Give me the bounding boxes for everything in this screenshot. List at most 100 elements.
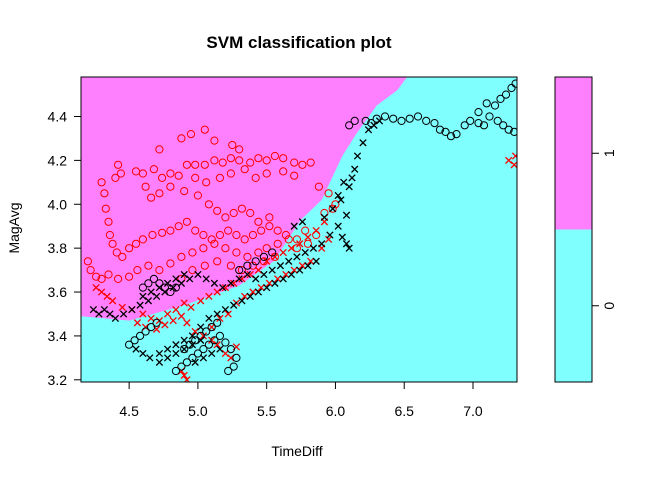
data-point bbox=[229, 208, 238, 218]
data-point bbox=[199, 244, 208, 253]
data-point bbox=[114, 160, 123, 169]
data-point bbox=[243, 270, 252, 279]
y-axis: 3.2 3.4 3.6 3.8 4.0 4.2 4.4 bbox=[48, 108, 82, 388]
data-point bbox=[108, 297, 117, 305]
data-point bbox=[210, 156, 219, 165]
x-tick-label: 4.5 bbox=[119, 403, 139, 419]
colorbar-legend: 01 bbox=[554, 76, 617, 383]
data-point bbox=[149, 274, 158, 283]
data-point bbox=[326, 231, 334, 239]
data-point bbox=[191, 226, 200, 235]
data-point bbox=[133, 319, 142, 327]
data-point bbox=[166, 259, 175, 268]
data-point bbox=[166, 182, 175, 191]
chart-title: SVM classification plot bbox=[206, 33, 391, 52]
data-point bbox=[136, 301, 144, 309]
data-point bbox=[246, 292, 254, 301]
data-point bbox=[485, 112, 494, 121]
data-point bbox=[193, 191, 202, 200]
data-point bbox=[180, 299, 188, 307]
data-point bbox=[208, 349, 216, 358]
data-point bbox=[104, 217, 113, 226]
data-point bbox=[193, 349, 202, 358]
data-point bbox=[262, 244, 271, 253]
data-point bbox=[155, 349, 164, 358]
data-point bbox=[232, 230, 241, 240]
data-point bbox=[474, 119, 483, 128]
data-point bbox=[191, 160, 200, 169]
data-point bbox=[194, 270, 202, 279]
data-point bbox=[290, 171, 299, 180]
data-point bbox=[114, 274, 123, 283]
data-point bbox=[370, 121, 378, 129]
data-point bbox=[511, 152, 517, 160]
data-point bbox=[345, 244, 353, 252]
data-point bbox=[155, 145, 164, 154]
data-point bbox=[163, 345, 172, 353]
data-point bbox=[166, 226, 175, 235]
data-point bbox=[389, 114, 398, 123]
data-point bbox=[199, 354, 208, 362]
data-point bbox=[290, 158, 299, 167]
data-point bbox=[331, 200, 340, 209]
data-point bbox=[334, 222, 342, 230]
data-point bbox=[235, 266, 244, 275]
data-point bbox=[180, 270, 188, 279]
y-tick-label: 4.2 bbox=[48, 152, 68, 168]
data-point bbox=[208, 336, 216, 344]
x-axis-label: TimeDiff bbox=[271, 443, 322, 459]
data-point bbox=[279, 248, 287, 257]
data-point bbox=[296, 266, 304, 274]
data-point bbox=[287, 244, 296, 252]
data-point bbox=[213, 288, 221, 296]
data-point bbox=[338, 233, 346, 241]
data-point bbox=[177, 252, 186, 261]
data-point bbox=[499, 121, 508, 130]
data-point bbox=[100, 189, 109, 198]
data-point bbox=[163, 279, 172, 287]
data-point bbox=[202, 178, 211, 187]
data-point bbox=[118, 252, 127, 261]
data-point bbox=[284, 235, 293, 244]
data-point bbox=[180, 371, 188, 380]
data-point bbox=[132, 345, 140, 353]
data-point bbox=[172, 349, 180, 358]
data-point bbox=[276, 262, 285, 270]
data-point bbox=[219, 283, 227, 292]
data-point bbox=[210, 239, 219, 248]
data-point bbox=[251, 257, 260, 266]
data-point bbox=[92, 272, 101, 281]
y-tick-label: 3.6 bbox=[48, 284, 68, 300]
data-point bbox=[197, 336, 205, 344]
data-point bbox=[287, 270, 296, 279]
data-point bbox=[155, 358, 164, 366]
data-point bbox=[324, 235, 333, 244]
data-point bbox=[213, 310, 221, 318]
data-point bbox=[204, 340, 213, 349]
data-point bbox=[282, 270, 290, 279]
data-point bbox=[182, 217, 191, 226]
data-point bbox=[180, 345, 189, 354]
data-point bbox=[215, 230, 224, 240]
data-point bbox=[270, 151, 279, 161]
data-point bbox=[252, 275, 260, 283]
data-point bbox=[246, 270, 254, 279]
data-point bbox=[422, 116, 431, 126]
data-point bbox=[166, 287, 175, 297]
data-point bbox=[493, 116, 502, 126]
data-point bbox=[324, 189, 333, 198]
data-point bbox=[290, 266, 298, 274]
colorbar-label: 0 bbox=[601, 302, 617, 310]
data-point bbox=[265, 279, 274, 287]
data-point bbox=[230, 301, 238, 309]
data-point bbox=[298, 160, 307, 169]
data-point bbox=[334, 191, 342, 200]
data-point bbox=[345, 121, 354, 130]
data-point bbox=[254, 248, 263, 257]
data-point bbox=[230, 279, 238, 287]
data-point bbox=[215, 173, 224, 182]
data-point bbox=[97, 288, 106, 296]
data-point bbox=[210, 279, 219, 287]
data-point bbox=[254, 266, 263, 274]
data-point bbox=[260, 270, 268, 279]
